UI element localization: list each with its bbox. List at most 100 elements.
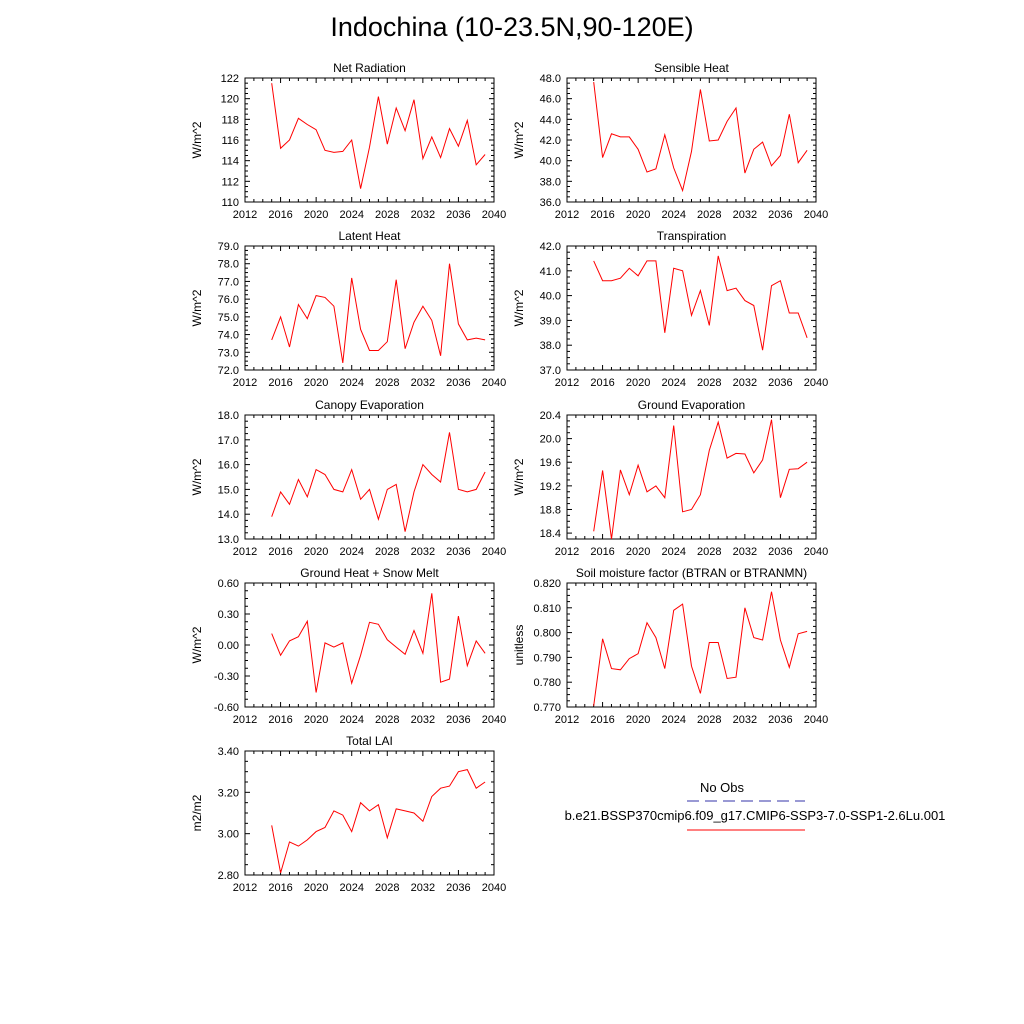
x-tick-label: 2020 (304, 714, 328, 726)
panel-title: Canopy Evaporation (315, 398, 424, 412)
y-tick-label: 19.2 (540, 481, 561, 493)
x-tick-label: 2028 (375, 714, 399, 726)
x-tick-label: 2036 (768, 546, 792, 558)
x-tick-label: 2016 (268, 882, 292, 894)
x-tick-label: 2032 (733, 546, 757, 558)
x-tick-label: 2024 (339, 882, 363, 894)
x-tick-label: 2040 (804, 714, 828, 726)
y-tick-label: 41.0 (540, 266, 561, 278)
chart-panel: 2012 2016 2020 2024 2028 2032 2036 2040 72.0 73.0… (190, 229, 506, 389)
chart-panel: 2012 2016 2020 2024 2028 2032 2036 2040 37.0 38.0… (512, 229, 828, 389)
y-tick-label: 40.0 (540, 156, 561, 168)
panel-title: Transpiration (657, 229, 727, 243)
y-axis-label: W/m^2 (512, 458, 526, 495)
x-tick-label: 2020 (626, 546, 650, 558)
series-line (593, 82, 808, 193)
y-tick-label: 3.20 (218, 787, 239, 799)
y-tick-label: 79.0 (218, 241, 239, 253)
x-tick-label: 2040 (482, 882, 506, 894)
x-tick-label: 2040 (804, 377, 828, 389)
x-tick-label: 2024 (339, 714, 363, 726)
x-tick-label: 2032 (411, 209, 435, 221)
x-tick-label: 2032 (733, 209, 757, 221)
x-tick-label: 2016 (268, 209, 292, 221)
y-tick-label: 76.0 (218, 294, 239, 306)
x-tick-label: 2040 (482, 546, 506, 558)
x-tick-label: 2020 (304, 209, 328, 221)
x-tick-label: 2012 (233, 377, 257, 389)
x-tick-label: 2012 (555, 546, 579, 558)
series-line (271, 593, 486, 693)
panel-title: Ground Heat + Snow Melt (300, 566, 439, 580)
x-tick-label: 2016 (590, 377, 614, 389)
y-tick-label: 38.0 (540, 340, 561, 352)
chart-panel: 2012 2016 2020 2024 2028 2032 2036 2040 18.4 18.8… (512, 398, 828, 558)
y-tick-label: 0.780 (533, 677, 561, 689)
x-tick-label: 2036 (768, 714, 792, 726)
x-tick-label: 2020 (626, 209, 650, 221)
y-tick-label: 110 (221, 197, 239, 209)
x-tick-label: 2036 (446, 714, 470, 726)
panel-title: Net Radiation (333, 61, 406, 75)
y-tick-label: 118 (221, 114, 239, 126)
x-tick-label: 2032 (411, 546, 435, 558)
panel-title: Total LAI (346, 734, 393, 748)
y-tick-label: 15.0 (218, 484, 239, 496)
x-tick-label: 2032 (411, 882, 435, 894)
x-tick-label: 2024 (661, 209, 685, 221)
y-tick-label: 116 (221, 135, 239, 147)
y-tick-label: 19.6 (540, 457, 561, 469)
y-tick-label: 114 (221, 156, 239, 168)
series-line (271, 432, 486, 532)
x-tick-label: 2032 (411, 377, 435, 389)
x-tick-label: 2020 (304, 882, 328, 894)
x-tick-label: 2020 (304, 546, 328, 558)
y-tick-label: 14.0 (218, 509, 239, 521)
x-tick-label: 2024 (661, 377, 685, 389)
y-tick-label: 44.0 (540, 114, 561, 126)
panel-title: Sensible Heat (654, 61, 729, 75)
series-line (271, 263, 486, 363)
x-tick-label: 2016 (268, 546, 292, 558)
x-tick-label: 2040 (804, 546, 828, 558)
y-tick-label: 48.0 (540, 73, 561, 85)
legend-case-label: b.e21.BSSP370cmip6.f09_g17.CMIP6-SSP3-7.… (564, 808, 946, 823)
y-axis-label: m2/m2 (190, 794, 204, 831)
x-tick-label: 2028 (375, 546, 399, 558)
series-line (593, 419, 808, 539)
series-line (271, 83, 486, 189)
x-tick-label: 2016 (268, 714, 292, 726)
y-tick-label: 112 (221, 176, 239, 188)
y-tick-label: 3.40 (218, 746, 239, 758)
chart-panel: 2012 2016 2020 2024 2028 2032 2036 2040 0.770 0.7… (512, 566, 828, 726)
x-tick-label: 2016 (590, 209, 614, 221)
y-tick-label: 122 (221, 73, 239, 85)
x-tick-label: 2012 (555, 377, 579, 389)
x-tick-label: 2028 (697, 209, 721, 221)
x-tick-label: 2036 (446, 377, 470, 389)
y-tick-label: 36.0 (540, 197, 561, 209)
x-tick-label: 2032 (733, 714, 757, 726)
y-tick-label: 16.0 (218, 460, 239, 472)
x-tick-label: 2016 (590, 546, 614, 558)
y-axis-label: W/m^2 (190, 289, 204, 326)
x-tick-label: 2012 (233, 209, 257, 221)
x-tick-label: 2032 (733, 377, 757, 389)
x-tick-label: 2016 (590, 714, 614, 726)
y-tick-label: 40.0 (540, 291, 561, 303)
y-tick-label: 0.790 (533, 652, 561, 664)
x-tick-label: 2024 (661, 714, 685, 726)
x-tick-label: 2036 (446, 209, 470, 221)
x-tick-label: 2028 (375, 882, 399, 894)
y-tick-label: 0.30 (218, 609, 239, 621)
y-tick-label: 3.00 (218, 829, 239, 841)
y-tick-label: 73.0 (218, 347, 239, 359)
y-tick-label: -0.60 (214, 702, 239, 714)
legend-obs-label: No Obs (699, 780, 745, 795)
y-tick-label: -0.30 (214, 671, 239, 683)
y-tick-label: 0.60 (218, 578, 239, 590)
y-axis-label: W/m^2 (190, 121, 204, 158)
x-tick-label: 2020 (626, 714, 650, 726)
series-line (593, 255, 808, 351)
